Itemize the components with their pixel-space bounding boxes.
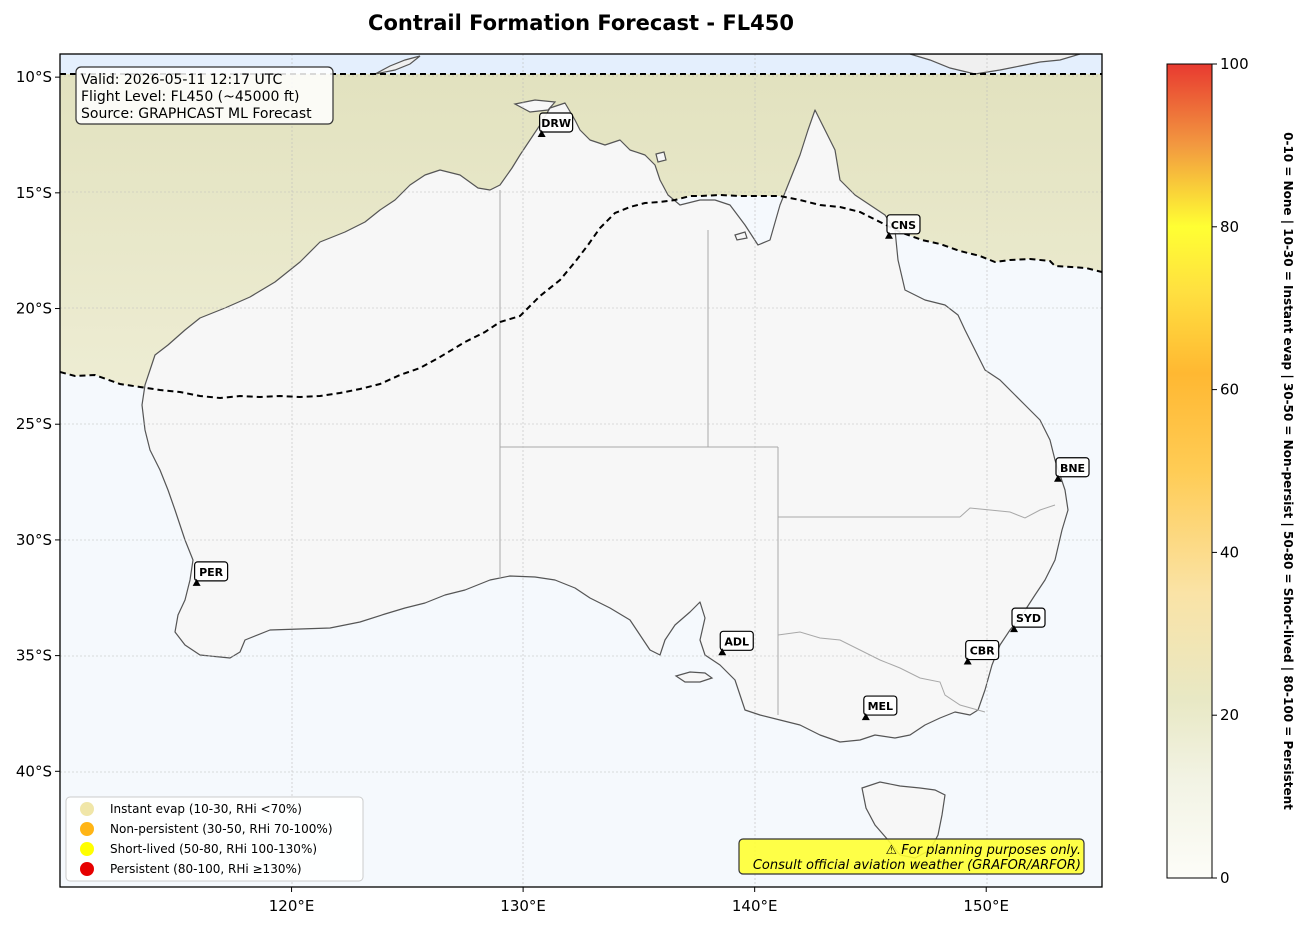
airport-mel[interactable]: MEL [861, 695, 898, 721]
y-tick-label: 25°S [16, 415, 52, 433]
airport-label-box [539, 112, 574, 133]
airport-marker-icon [963, 657, 972, 665]
groote-eylandt [655, 151, 667, 163]
legend-entry: Instant evap (10-30, RHi <70%) [80, 802, 302, 816]
warning-line1: ⚠ For planning purposes only. [886, 843, 1082, 858]
y-axis-ticks: 10°S 15°S 20°S 25°S 30°S 35°S 40°S [16, 68, 60, 780]
airport-code: CBR [970, 645, 995, 658]
airport-code: DRW [541, 117, 571, 130]
airport-syd[interactable]: SYD [1010, 607, 1046, 633]
colorbar-tick-label: 60 [1220, 381, 1239, 399]
new-guinea-coast [909, 54, 1081, 75]
airport-marker-icon [718, 648, 727, 656]
airport-label-box [1011, 607, 1046, 628]
x-tick-label: 140°E [732, 897, 778, 915]
airport-cns[interactable]: CNS [884, 214, 921, 239]
airport-markers: DRW CNS BNE PER ADL SYD CBR MEL [192, 112, 1090, 721]
airport-label-box [863, 695, 898, 716]
colorbar-tick-label: 40 [1220, 543, 1239, 561]
airport-code: ADL [724, 635, 749, 648]
airport-code: SYD [1016, 612, 1041, 625]
airport-label-box [965, 639, 1000, 661]
colorbar-gradient [1166, 63, 1213, 879]
y-tick-label: 40°S [16, 762, 52, 780]
kangaroo-island [674, 671, 714, 683]
legend-label: Persistent (80-100, RHi ≥130%) [110, 862, 302, 876]
airport-label-box [886, 214, 921, 235]
colorbar-tick-label: 0 [1220, 869, 1230, 887]
airport-label-box [194, 561, 229, 582]
airport-code: CNS [891, 219, 916, 232]
airport-cbr[interactable]: CBR [963, 639, 1000, 665]
legend-swatch [80, 822, 94, 836]
airport-code: PER [199, 566, 224, 579]
colorbar: 0 20 40 60 80 100 0-10 = None | 10-30 = Insta… [1166, 55, 1295, 887]
info-flight-level: Flight Level: FL450 (~45000 ft) [81, 89, 300, 105]
airport-label-box [719, 630, 754, 651]
colorbar-tick-label: 100 [1220, 55, 1249, 73]
y-tick-label: 15°S [16, 184, 52, 202]
airport-marker-icon [884, 231, 893, 239]
timor-island [374, 55, 421, 75]
chart-title: Contrail Formation Forecast - FL450 [368, 11, 794, 35]
x-tick-label: 120°E [269, 897, 315, 915]
airport-marker-icon [861, 713, 870, 721]
colorbar-tick-label: 20 [1220, 706, 1239, 724]
y-tick-label: 10°S [16, 68, 52, 86]
airport-marker-icon [1010, 625, 1019, 633]
x-tick-label: 130°E [500, 897, 546, 915]
state-borders [499, 190, 1056, 715]
legend: Instant evap (10-30, RHi <70%) Non-persis… [65, 796, 364, 882]
airport-marker-icon [537, 129, 546, 137]
y-tick-label: 20°S [16, 300, 52, 318]
legend-swatch [80, 862, 94, 876]
airport-drw[interactable]: DRW [537, 112, 574, 137]
info-box: Valid: 2026-05-11 12:17 UTC Flight Level… [75, 66, 334, 125]
airport-label-box [1055, 457, 1090, 478]
airport-bne[interactable]: BNE [1054, 457, 1090, 482]
x-axis-ticks: 120°E 130°E 140°E 150°E [269, 887, 1009, 915]
info-source: Source: GRAPHCAST ML Forecast [81, 106, 312, 122]
mornington-island [734, 231, 748, 241]
legend-entry: Short-lived (50-80, RHi 100-130%) [80, 842, 317, 856]
legend-swatch [80, 842, 94, 856]
australia-landmass [141, 102, 1069, 743]
airport-code: MEL [868, 700, 893, 713]
legend-entry: Non-persistent (30-50, RHi 70-100%) [80, 822, 333, 836]
y-tick-label: 30°S [16, 531, 52, 549]
colorbar-ticks: 0 20 40 60 80 100 [1212, 55, 1249, 887]
colorbar-tick-label: 80 [1220, 218, 1239, 236]
legend-swatch [80, 802, 94, 816]
x-tick-label: 150°E [963, 897, 1009, 915]
info-valid-time: Valid: 2026-05-11 12:17 UTC [81, 72, 282, 88]
airport-adl[interactable]: ADL [718, 630, 754, 656]
warning-box: ⚠ For planning purposes only. Consult of… [738, 838, 1085, 875]
airport-marker-icon [1054, 474, 1063, 482]
airport-code: BNE [1060, 462, 1085, 475]
map-panel[interactable]: DRW CNS BNE PER ADL SYD CBR MEL Valid: 2026-05-… [60, 54, 1102, 887]
gridlines [60, 54, 1102, 887]
legend-label: Non-persistent (30-50, RHi 70-100%) [110, 822, 333, 836]
warning-line2: Consult official aviation weather (GRAFO… [753, 858, 1081, 873]
airport-marker-icon [192, 578, 201, 586]
melville-island [513, 99, 557, 113]
legend-entry: Persistent (80-100, RHi ≥130%) [80, 862, 302, 876]
legend-label: Short-lived (50-80, RHi 100-130%) [110, 842, 317, 856]
map-frame [59, 53, 1103, 888]
legend-label: Instant evap (10-30, RHi <70%) [110, 802, 302, 816]
colorbar-label: 0-10 = None | 10-30 = Instant evap | 30-… [1281, 132, 1295, 810]
y-tick-label: 35°S [16, 647, 52, 665]
airport-per[interactable]: PER [192, 561, 229, 586]
